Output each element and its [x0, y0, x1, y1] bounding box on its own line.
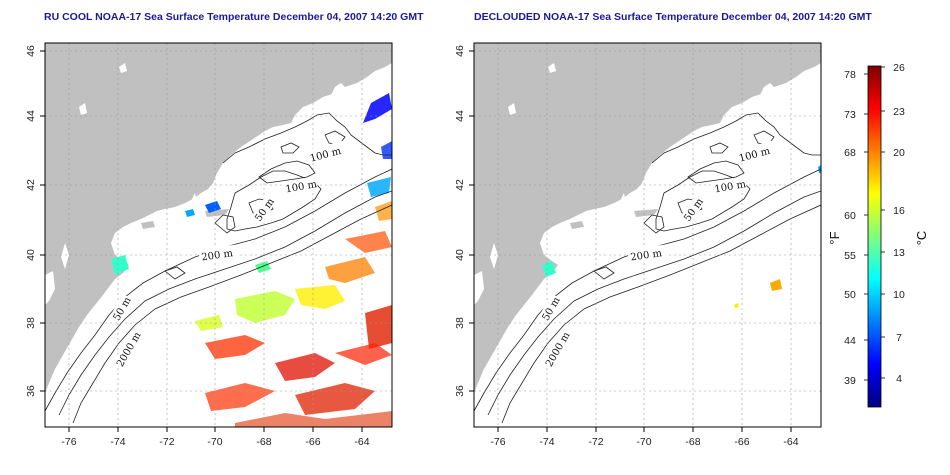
left-lon-tick: -70 — [207, 436, 222, 448]
fahrenheit-tick: 60 — [844, 210, 856, 222]
fahrenheit-tick: 39 — [844, 375, 856, 387]
right-lat-tick: 46 — [454, 45, 466, 57]
right-latitude-ticks: 36 38 40 42 44 46 — [454, 45, 466, 397]
right-map-panel: 100 m 100 m 50 m 200 m 50 m 2000 m — [454, 42, 822, 448]
left-lon-tick: -72 — [159, 436, 174, 448]
fahrenheit-tick: 78 — [844, 69, 856, 81]
temperature-colorbar: 78 73 68 60 55 50 44 39 26 23 20 16 13 1… — [827, 62, 929, 408]
left-lat-tick: 40 — [25, 249, 37, 261]
celsius-tick: 20 — [893, 147, 905, 159]
fahrenheit-tick: 44 — [844, 335, 856, 347]
right-sst-pixels — [542, 165, 821, 308]
celsius-tick: 13 — [893, 247, 905, 259]
left-lat-tick: 36 — [25, 385, 37, 397]
celsius-tick: 10 — [893, 289, 905, 301]
right-lon-tick: -72 — [588, 436, 603, 448]
left-map-frame — [44, 42, 393, 428]
left-latitude-ticks: 36 38 40 42 44 46 — [25, 45, 37, 397]
left-longitude-ticks: -76 -74 -72 -70 -68 -66 -64 — [61, 436, 369, 448]
right-lat-tick: 40 — [454, 249, 466, 261]
right-longitude-ticks: -76 -74 -72 -70 -68 -66 -64 — [490, 436, 798, 448]
left-map-panel: 100 m 100 m 50 m 200 m 50 m 2000 m — [25, 42, 393, 448]
fahrenheit-tick: 73 — [844, 109, 856, 121]
left-lon-tick: -74 — [110, 436, 125, 448]
celsius-tick: 7 — [896, 332, 902, 344]
left-lat-tick: 42 — [25, 179, 37, 191]
left-lon-tick: -76 — [61, 436, 76, 448]
left-lat-tick: 38 — [25, 317, 37, 329]
fahrenheit-unit-label: °F — [827, 231, 842, 244]
right-lon-tick: -66 — [734, 436, 749, 448]
right-lat-tick: 38 — [454, 317, 466, 329]
colorbar-gradient — [867, 65, 882, 408]
right-lon-tick: -68 — [685, 436, 700, 448]
right-contour-label-200m: 200 m — [630, 248, 663, 263]
right-lat-tick: 42 — [454, 179, 466, 191]
right-lat-tick: 44 — [454, 110, 466, 122]
left-lon-tick: -66 — [305, 436, 320, 448]
celsius-ticks: 26 23 20 16 13 10 7 4 — [893, 62, 905, 385]
celsius-unit-label: °C — [914, 231, 929, 246]
left-sst-pixels — [111, 93, 392, 427]
celsius-tick: 4 — [896, 373, 902, 385]
right-lon-tick: -70 — [636, 436, 651, 448]
right-lat-tick: 36 — [454, 385, 466, 397]
left-lon-tick: -68 — [256, 436, 271, 448]
fahrenheit-tick: 50 — [844, 289, 856, 301]
celsius-tick: 23 — [893, 106, 905, 118]
fahrenheit-ticks: 78 73 68 60 55 50 44 39 — [844, 69, 856, 387]
celsius-tick: 26 — [893, 62, 905, 74]
right-lon-tick: -74 — [539, 436, 554, 448]
right-lon-tick: -64 — [783, 436, 798, 448]
left-lon-tick: -64 — [354, 436, 369, 448]
left-lat-tick: 44 — [25, 110, 37, 122]
left-lat-tick: 46 — [25, 45, 37, 57]
fahrenheit-tick: 55 — [844, 250, 856, 262]
fahrenheit-tick: 68 — [844, 147, 856, 159]
right-panel-title: DECLOUDED NOAA-17 Sea Surface Temperatur… — [474, 11, 872, 23]
celsius-tick: 16 — [893, 205, 905, 217]
right-map-frame — [473, 42, 822, 428]
left-contour-label-200m: 200 m — [201, 248, 234, 263]
right-lon-tick: -76 — [490, 436, 505, 448]
left-panel-title: RU COOL NOAA-17 Sea Surface Temperature … — [44, 11, 424, 23]
